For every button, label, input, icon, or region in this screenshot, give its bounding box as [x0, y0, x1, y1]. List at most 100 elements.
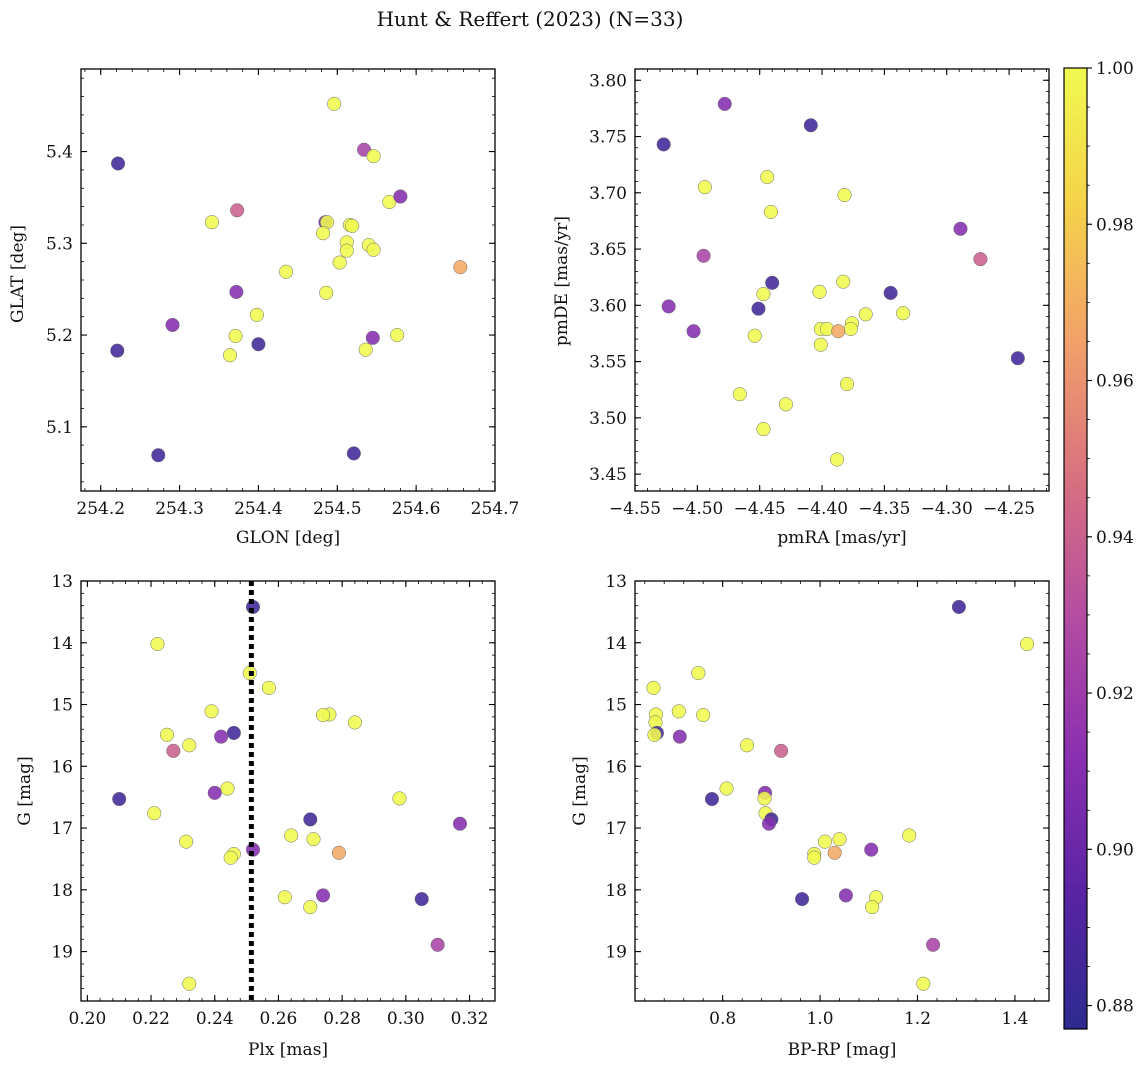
- scatter-glon-glat: 254.2 254.3 254.4 254.5 254.6 254.7 5.1 5.2 5.3 5…: [46, 68, 519, 519]
- scatter-point: [813, 337, 828, 352]
- y-tick-label: 18: [605, 881, 627, 901]
- scatter-point: [864, 842, 879, 857]
- scatter-point: [838, 888, 853, 903]
- scatter-point: [696, 707, 711, 723]
- y-tick-label: 3.60: [589, 296, 627, 316]
- x-tick-label: 254.3: [155, 499, 204, 519]
- scatter-point: [345, 218, 360, 233]
- scatter-point: [760, 169, 775, 185]
- panel-bottom-left: 0.20 0.22 0.24 0.26 0.28 0.30 0.32 13 14 15 16 17 18…: [15, 572, 496, 1060]
- panel-top-left: 254.2 254.3 254.4 254.5 254.6 254.7 5.1 5.2 5.3 5…: [8, 68, 519, 548]
- scatter-point: [112, 791, 127, 807]
- scatter-point: [778, 397, 793, 412]
- x-tick-label: 0.20: [68, 1009, 106, 1029]
- y-axis-label-pmde: pmDE [mas/yr]: [552, 216, 572, 346]
- scatter-point: [671, 704, 686, 719]
- scatter-point: [902, 828, 917, 843]
- scatter-point: [686, 324, 701, 339]
- scatter-point: [858, 307, 873, 322]
- x-tick-label: 1.4: [1001, 1009, 1028, 1029]
- scatter-point: [229, 284, 244, 299]
- colorbar-tick-label: 0.88: [1096, 997, 1134, 1017]
- scatter-point: [896, 306, 911, 321]
- scatter-point: [204, 704, 219, 719]
- x-tick-label: −4.35: [858, 499, 910, 519]
- colorbar-tick-label: 0.96: [1096, 372, 1134, 392]
- y-tick-label: 16: [605, 757, 627, 777]
- y-tick-label: 5.4: [46, 143, 73, 163]
- y-tick-label: 14: [605, 634, 627, 654]
- scatter-point: [319, 285, 334, 300]
- scatter-point: [315, 888, 331, 903]
- x-tick-label: 0.28: [323, 1009, 361, 1029]
- figure-title: Hunt & Reffert (2023) (N=33): [377, 7, 684, 31]
- scatter-point: [306, 832, 321, 847]
- axes-frame: [634, 68, 1050, 492]
- x-tick-label: −4.45: [734, 499, 786, 519]
- y-tick-label: 19: [605, 943, 627, 963]
- y-tick-label: 5.3: [46, 234, 73, 254]
- x-tick-label: −4.40: [796, 499, 848, 519]
- scatter-point: [182, 976, 197, 991]
- y-tick-label: 3.45: [589, 465, 627, 485]
- scatter-point: [1010, 351, 1025, 366]
- scatter-point: [228, 328, 243, 344]
- scatter-bprp-g: 0.8 1.0 1.2 1.4 13 14 15 16 17 18 19: [605, 572, 1050, 1029]
- scatter-point: [827, 845, 842, 860]
- scatter-point: [717, 96, 732, 111]
- y-tick-label: 5.1: [46, 418, 73, 438]
- colorbar-tick-label: 0.94: [1096, 528, 1134, 548]
- y-tick-label: 3.50: [589, 409, 627, 429]
- x-axis-label-glon: GLON [deg]: [236, 528, 340, 548]
- scatter-point: [812, 284, 827, 299]
- scatter-point: [739, 738, 755, 753]
- y-tick-label: 3.65: [589, 240, 627, 260]
- scatter-point: [747, 328, 762, 343]
- x-axis-label-bprp: BP-RP [mag]: [788, 1040, 897, 1060]
- scatter-point: [251, 337, 266, 352]
- scatter-point: [704, 791, 720, 807]
- scatter-point: [453, 260, 468, 275]
- y-tick-label: 5.2: [46, 326, 73, 346]
- scatter-point: [331, 845, 347, 860]
- scatter-point: [390, 327, 405, 343]
- y-tick-label: 3.55: [589, 353, 627, 373]
- scatter-point: [220, 781, 235, 796]
- scatter-point: [150, 636, 165, 652]
- y-tick-label: 15: [51, 696, 73, 716]
- y-tick-label: 17: [51, 819, 73, 839]
- scatter-point: [204, 215, 219, 230]
- scatter-point: [756, 287, 771, 302]
- y-tick-label: 3.75: [589, 128, 627, 148]
- x-tick-label: 1.0: [807, 1009, 834, 1029]
- scatter-point: [696, 248, 711, 263]
- x-tick-label: −4.30: [921, 499, 973, 519]
- scatter-point: [761, 816, 776, 831]
- scatter-point: [277, 890, 292, 905]
- scatter-point: [284, 828, 299, 843]
- scatter-point: [339, 243, 354, 258]
- x-tick-label: 0.32: [451, 1009, 489, 1029]
- colorbar-tick-label: 0.92: [1096, 684, 1134, 704]
- scatter-point: [817, 834, 833, 849]
- scatter-point: [179, 834, 194, 849]
- scatter-point: [414, 892, 429, 907]
- axes-frame: [634, 580, 1050, 1002]
- x-tick-label: −4.50: [671, 499, 723, 519]
- x-tick-label: 1.2: [904, 1009, 931, 1029]
- panel-bottom-right: 0.8 1.0 1.2 1.4 13 14 15 16 17 18 19 BP-RP [mag] G…: [570, 572, 1050, 1060]
- scatter-point: [829, 452, 845, 467]
- x-tick-label: 0.24: [196, 1009, 234, 1029]
- scatter-point: [223, 850, 238, 865]
- scatter-point: [303, 900, 318, 915]
- scatter-point: [795, 892, 810, 907]
- scatter-point: [803, 118, 818, 133]
- scatter-point: [719, 781, 734, 796]
- y-tick-label: 16: [51, 757, 73, 777]
- scatter-point: [865, 900, 880, 915]
- scatter-point: [837, 187, 852, 203]
- scatter-point: [831, 324, 846, 339]
- scatter-point: [111, 156, 126, 171]
- scatter-point: [147, 806, 162, 821]
- y-tick-label: 13: [605, 572, 627, 592]
